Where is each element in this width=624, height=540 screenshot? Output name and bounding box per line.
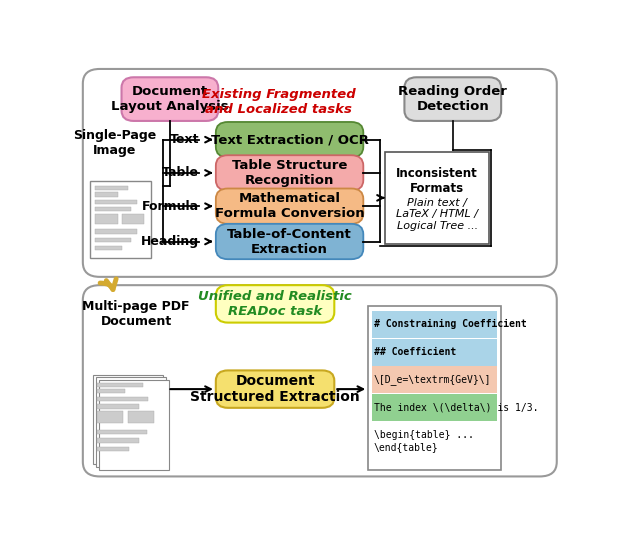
Bar [92, 375, 163, 464]
Text: Text Extraction / OCR: Text Extraction / OCR [211, 133, 369, 146]
Bar [372, 339, 497, 366]
FancyBboxPatch shape [83, 69, 557, 277]
Text: Text: Text [169, 133, 199, 146]
Bar [372, 311, 497, 338]
FancyBboxPatch shape [216, 122, 363, 157]
Text: Document
Structured Extraction: Document Structured Extraction [190, 374, 360, 404]
Text: The index \(\delta\) is 1/3.: The index \(\delta\) is 1/3. [374, 403, 539, 413]
Bar [95, 200, 137, 204]
Bar [99, 380, 169, 470]
Text: Single-Page
Image: Single-Page Image [72, 129, 156, 157]
Bar [95, 230, 137, 233]
FancyBboxPatch shape [216, 285, 334, 322]
Bar [97, 389, 125, 393]
FancyBboxPatch shape [404, 77, 501, 121]
Text: Mathematical
Formula Conversion: Mathematical Formula Conversion [215, 192, 364, 220]
Bar [97, 404, 140, 409]
Text: Document
Layout Analysis: Document Layout Analysis [111, 85, 229, 113]
FancyBboxPatch shape [216, 155, 363, 191]
Text: Unified and Realistic
READoc task: Unified and Realistic READoc task [198, 290, 352, 318]
Text: \[D_e=\textrm{GeV}\]: \[D_e=\textrm{GeV}\] [374, 374, 492, 386]
Text: Plain text /
LaTeX / HTML /
Logical Tree ...: Plain text / LaTeX / HTML / Logical Tree… [396, 198, 478, 231]
Bar [95, 246, 122, 251]
Bar [97, 447, 129, 451]
Text: Inconsistent
Formats: Inconsistent Formats [396, 167, 478, 195]
Text: Formula: Formula [142, 200, 199, 213]
Bar [95, 214, 118, 224]
Text: ## Coefficient: ## Coefficient [374, 347, 456, 357]
Text: Heading: Heading [141, 235, 199, 248]
Bar [97, 411, 123, 423]
Bar [96, 377, 166, 467]
Bar [372, 366, 497, 393]
Text: \begin{table} ...
\end{table}: \begin{table} ... \end{table} [374, 430, 474, 452]
Bar [97, 438, 140, 442]
Bar [368, 306, 501, 470]
Text: Reading Order
Detection: Reading Order Detection [398, 85, 507, 113]
Bar [95, 238, 131, 242]
Text: Table: Table [162, 166, 199, 179]
Bar [90, 181, 150, 258]
Text: # Constraining Coefficient: # Constraining Coefficient [374, 320, 527, 329]
FancyBboxPatch shape [216, 370, 334, 408]
Bar [95, 207, 131, 211]
Bar [385, 152, 489, 244]
FancyBboxPatch shape [216, 188, 363, 224]
FancyBboxPatch shape [122, 77, 218, 121]
Bar [97, 430, 147, 435]
FancyBboxPatch shape [83, 285, 557, 476]
Text: Multi-page PDF
Document: Multi-page PDF Document [82, 300, 190, 328]
Bar [97, 383, 143, 387]
Text: Existing Fragmented
and Localized tasks: Existing Fragmented and Localized tasks [202, 88, 356, 116]
FancyBboxPatch shape [216, 224, 363, 259]
Bar [372, 394, 497, 421]
Text: Table Structure
Recognition: Table Structure Recognition [232, 159, 348, 187]
Bar [127, 411, 154, 423]
Bar [122, 214, 145, 224]
Bar [95, 186, 128, 191]
Text: Table-of-Content
Extraction: Table-of-Content Extraction [227, 227, 352, 255]
Bar [95, 192, 118, 197]
Bar [97, 397, 148, 401]
